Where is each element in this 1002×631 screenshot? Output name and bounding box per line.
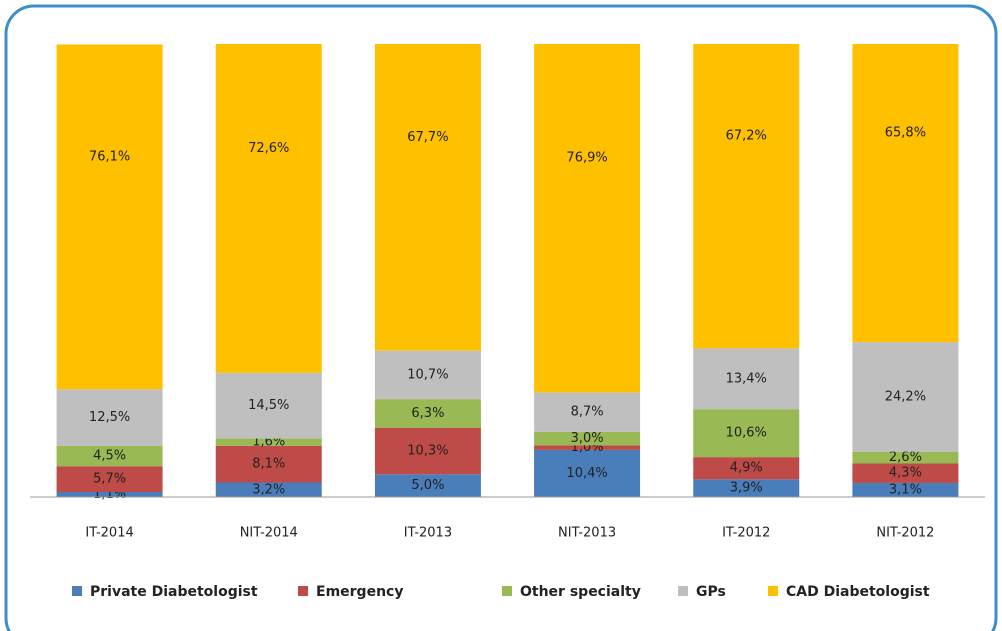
bar-segment bbox=[215, 445, 322, 483]
bar-segment bbox=[852, 482, 959, 497]
bar-segment bbox=[56, 492, 163, 497]
bar-segment bbox=[215, 482, 322, 497]
bar-segment bbox=[534, 392, 641, 432]
value-label: 12,5% bbox=[89, 410, 130, 425]
bar-segment bbox=[693, 409, 800, 458]
bar-segment bbox=[374, 474, 481, 497]
value-label: 72,6% bbox=[248, 141, 289, 156]
bar-segment bbox=[215, 44, 322, 373]
legend-swatch bbox=[502, 586, 512, 596]
legend-label: Private Diabetologist bbox=[90, 584, 258, 600]
value-label: 3,9% bbox=[730, 481, 763, 496]
x-tick-label: NIT-2013 bbox=[558, 526, 616, 541]
x-tick-label: NIT-2014 bbox=[240, 526, 298, 541]
bar-segment bbox=[534, 449, 641, 497]
bar-segment bbox=[693, 44, 800, 349]
bar-segment bbox=[534, 431, 641, 446]
bar-segment bbox=[693, 479, 800, 497]
bar-segment bbox=[56, 466, 163, 493]
value-label: 2,6% bbox=[889, 450, 922, 465]
value-label: 8,1% bbox=[252, 457, 285, 472]
bar-segment bbox=[852, 44, 959, 343]
bar-segment bbox=[374, 44, 481, 351]
value-label: 4,5% bbox=[93, 449, 126, 464]
x-tick-label: NIT-2012 bbox=[876, 526, 934, 541]
value-label: 5,0% bbox=[411, 478, 444, 493]
bar-segment bbox=[374, 350, 481, 400]
value-label: 10,7% bbox=[407, 367, 448, 382]
value-label: 3,0% bbox=[571, 431, 604, 446]
bar-segment bbox=[56, 44, 163, 390]
value-label: 14,5% bbox=[248, 398, 289, 413]
bar-segment bbox=[374, 399, 481, 428]
legend-swatch bbox=[678, 586, 688, 596]
value-label: 3,1% bbox=[889, 482, 922, 497]
value-label: 10,6% bbox=[726, 426, 767, 441]
legend-label: GPs bbox=[696, 584, 726, 600]
legend-swatch bbox=[72, 586, 82, 596]
bar-segment bbox=[374, 427, 481, 475]
value-label: 76,1% bbox=[89, 149, 130, 164]
value-label: 6,3% bbox=[411, 406, 444, 421]
value-label: 67,7% bbox=[407, 130, 448, 145]
x-tick-label: IT-2013 bbox=[404, 526, 452, 541]
bar-segment bbox=[215, 372, 322, 439]
bar-segment bbox=[693, 348, 800, 410]
legend-label: CAD Diabetologist bbox=[786, 584, 930, 600]
bar-segment bbox=[56, 389, 163, 446]
bar-segment bbox=[852, 463, 959, 483]
legend-label: Other specialty bbox=[520, 584, 641, 600]
bar-segment bbox=[852, 342, 959, 452]
bar-segment bbox=[693, 457, 800, 480]
legend-swatch bbox=[298, 586, 308, 596]
value-label: 65,8% bbox=[885, 126, 926, 141]
value-label: 10,4% bbox=[566, 466, 607, 481]
value-label: 24,2% bbox=[885, 389, 926, 404]
bar-segment bbox=[215, 438, 322, 446]
value-label: 4,9% bbox=[730, 461, 763, 476]
value-label: 8,7% bbox=[571, 405, 604, 420]
legend-swatch bbox=[768, 586, 778, 596]
value-label: 13,4% bbox=[726, 371, 767, 386]
bar-segment bbox=[852, 451, 959, 464]
bar-segment bbox=[534, 44, 641, 393]
value-label: 5,7% bbox=[93, 472, 126, 487]
x-tick-label: IT-2012 bbox=[722, 526, 770, 541]
value-label: 4,3% bbox=[889, 466, 922, 481]
legend-label: Emergency bbox=[316, 584, 403, 600]
value-label: 67,2% bbox=[726, 129, 767, 144]
bar-segment bbox=[534, 445, 641, 450]
bar-segment bbox=[56, 445, 163, 467]
value-label: 76,9% bbox=[566, 151, 607, 166]
value-label: 3,2% bbox=[252, 482, 285, 497]
x-tick-label: IT-2014 bbox=[85, 526, 133, 541]
value-label: 10,3% bbox=[407, 444, 448, 459]
